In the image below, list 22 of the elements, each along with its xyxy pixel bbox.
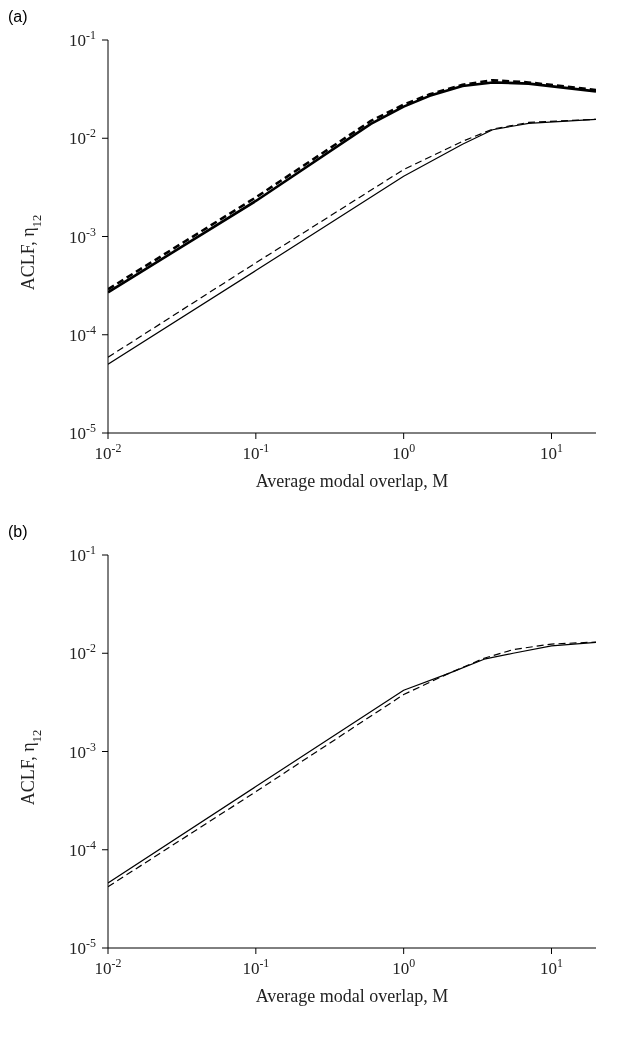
y-tick-label: 10$^{-5}$ <box>69 421 97 443</box>
chart-title: (b) <box>8 523 28 541</box>
x-tick-label: 10$^{1}$ <box>540 956 564 978</box>
x-tick-label: 10$^{0}$ <box>392 441 416 463</box>
y-tick-label: 10$^{-1}$ <box>69 28 97 50</box>
y-tick-label: 10$^{-5}$ <box>69 936 97 958</box>
y-tick-label: 10$^{-4}$ <box>69 322 97 345</box>
chart-title: (a) <box>8 8 28 26</box>
y-tick-label: 10$^{-4}$ <box>69 837 97 860</box>
y-tick-label: 10$^{-3}$ <box>69 224 97 247</box>
x-axis-title: Average modal overlap, M <box>255 471 449 491</box>
y-tick-label: 10$^{-1}$ <box>69 543 97 565</box>
x-tick-label: 10$^{0}$ <box>392 956 416 978</box>
x-tick-label: 10$^{-2}$ <box>94 441 122 463</box>
x-tick-label: 10$^{1}$ <box>540 441 564 463</box>
y-tick-label: 10$^{-2}$ <box>69 641 97 664</box>
y-tick-label: 10$^{-3}$ <box>69 739 97 762</box>
x-tick-label: 10$^{-2}$ <box>94 956 122 978</box>
y-tick-label: 10$^{-2}$ <box>69 126 97 149</box>
x-tick-label: 10$^{-1}$ <box>242 956 270 978</box>
x-tick-label: 10$^{-1}$ <box>242 441 270 463</box>
x-axis-title: Average modal overlap, M <box>255 986 449 1006</box>
